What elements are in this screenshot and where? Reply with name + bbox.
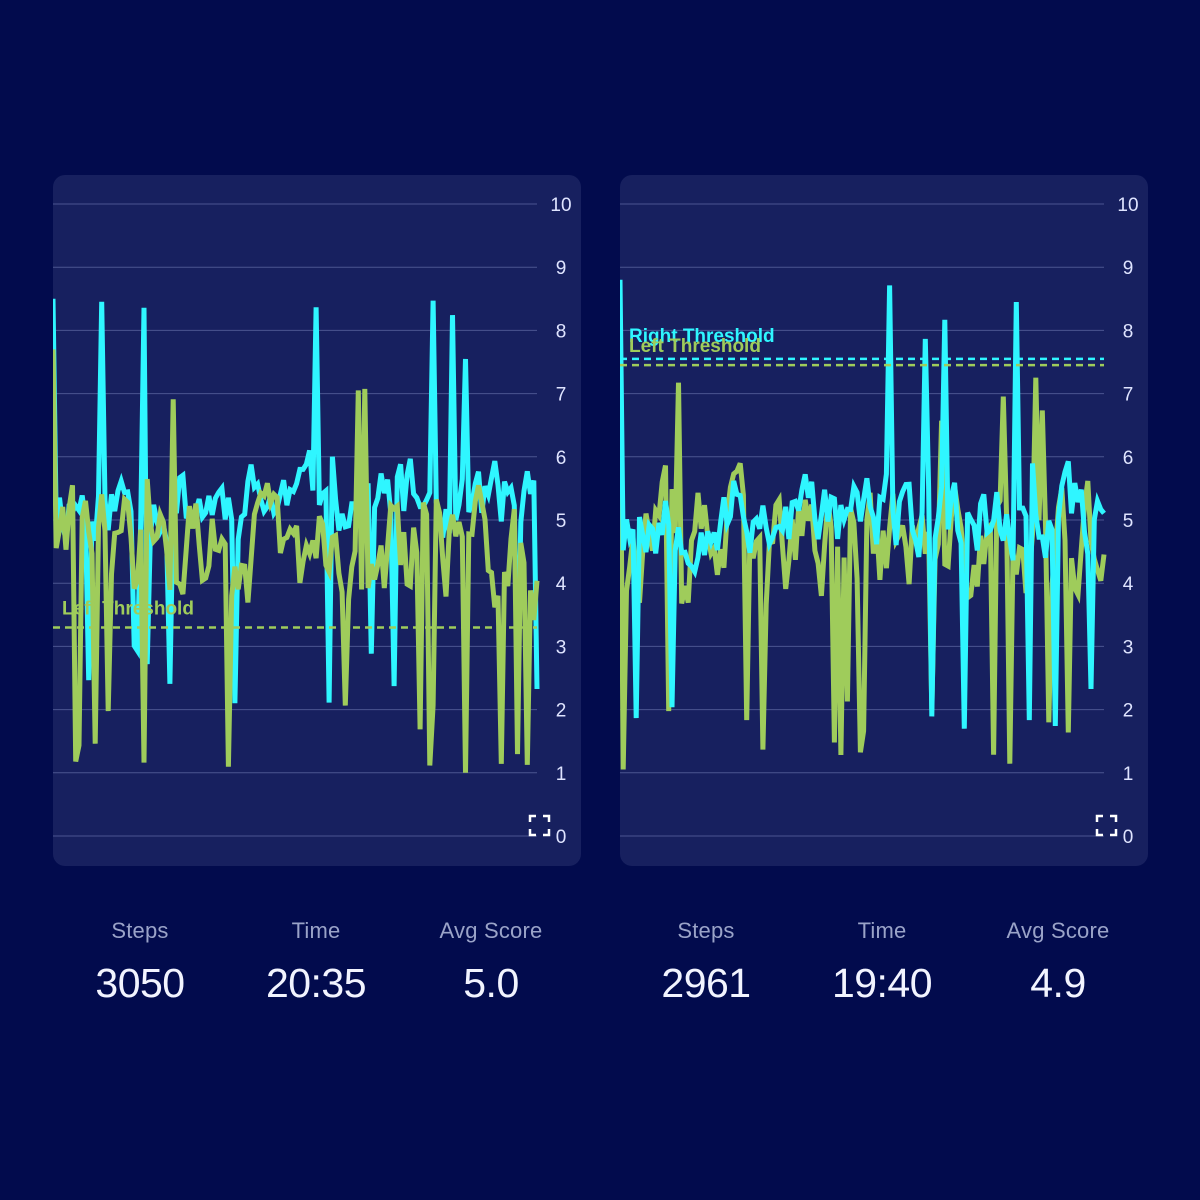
y-tick-label: 0 [1123,827,1134,848]
y-tick-label: 9 [556,258,567,279]
series-line-right [53,298,540,704]
stat-label: Steps [677,918,735,943]
threshold-label-left: Left Threshold [62,598,194,619]
y-tick-label: 6 [556,448,567,469]
stat-label: Time [857,918,907,943]
y-tick-label: 6 [1123,448,1134,469]
stat-avg-score: Avg Score 4.9 [978,918,1138,1007]
stat-value: 19:40 [831,960,933,1006]
expand-icon[interactable] [1095,814,1118,837]
expand-icon[interactable] [528,814,551,837]
stat-avg-score: Avg Score 5.0 [411,918,571,1007]
y-tick-label: 2 [556,701,567,722]
y-tick-label: 8 [556,321,567,342]
y-tick-label: 4 [1123,574,1134,595]
session-chart-right: 10 9 8 7 6 5 4 3 2 1 0 Right Threshold Left Threshol… [620,175,1148,866]
y-tick-label: 10 [1117,195,1138,216]
y-tick-label: 7 [556,385,567,406]
stat-value: 5.0 [463,960,519,1006]
series-line-right [620,279,1106,729]
y-tick-label: 3 [556,637,567,658]
y-tick-label: 2 [1123,701,1134,722]
session-stats-right: Steps 2961 Time 19:40 Avg Score 4.9 [620,918,1148,1028]
stat-label: Time [291,918,341,943]
stat-label: Avg Score [1006,918,1110,943]
stat-label: Avg Score [439,918,543,943]
stat-value: 2961 [661,960,751,1006]
threshold-label-left: Left Threshold [629,336,761,357]
stat-label: Steps [111,918,169,943]
stat-value: 4.9 [1030,960,1086,1006]
y-tick-label: 5 [1123,511,1134,532]
y-tick-label: 1 [556,764,567,785]
y-tick-label: 1 [1123,764,1134,785]
threshold-label-right: Right Threshold [629,326,775,347]
series-line-left [620,361,1107,770]
session-chart-left: 10 9 8 7 6 5 4 3 2 1 0 Left Threshold [53,175,581,866]
y-tick-label: 0 [556,827,567,848]
stat-time: Time 20:35 [236,918,396,1007]
stat-steps: Steps 3050 [60,918,220,1007]
stat-value: 20:35 [265,960,367,1006]
y-tick-label: 10 [550,195,571,216]
series-line-left [53,349,540,773]
y-tick-label: 8 [1123,321,1134,342]
stat-time: Time 19:40 [802,918,962,1007]
y-tick-label: 4 [556,574,567,595]
stat-value: 3050 [95,960,185,1006]
session-stats-left: Steps 3050 Time 20:35 Avg Score 5.0 [53,918,581,1028]
y-tick-label: 9 [1123,258,1134,279]
y-tick-label: 3 [1123,637,1134,658]
y-tick-label: 7 [1123,385,1134,406]
stat-steps: Steps 2961 [626,918,786,1007]
y-tick-label: 5 [556,511,567,532]
